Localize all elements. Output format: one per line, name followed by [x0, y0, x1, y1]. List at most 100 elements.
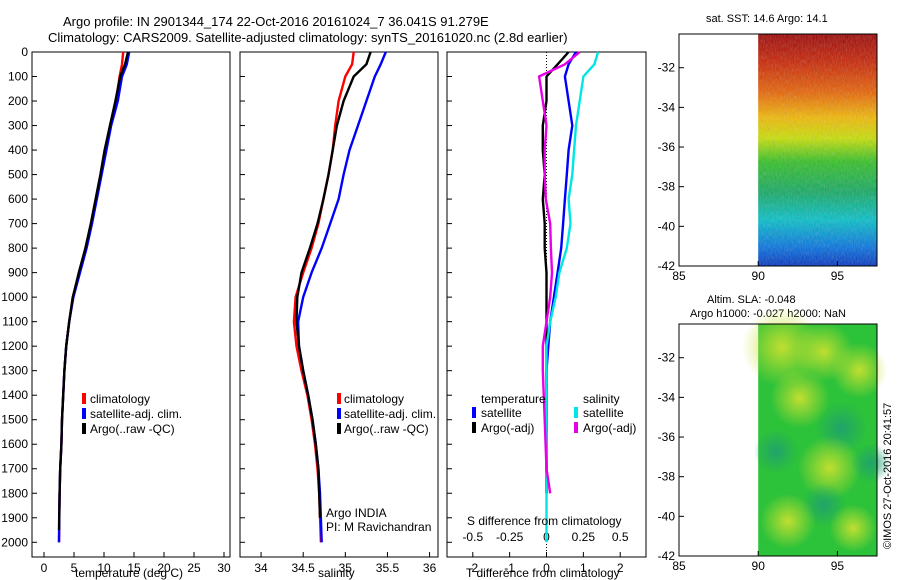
x-tick-label-top: 0.5	[612, 530, 629, 544]
legend-label-t-satellite: satellite	[481, 406, 522, 420]
x-tick-label-top: -0.5	[462, 530, 483, 544]
legend-swatch-s-argo	[574, 422, 578, 433]
x-tick-label: 0	[543, 561, 550, 575]
map-x-tick-label: 85	[672, 559, 686, 573]
x-tick-label: 36	[423, 561, 437, 575]
map-y-tick-label: -40	[658, 509, 676, 523]
y-tick-label: 100	[8, 70, 28, 84]
sla-anomaly-blobs	[741, 307, 892, 553]
sla-blob	[797, 435, 862, 500]
salinity-legend: climatology satellite-adj. clim. Argo(..…	[337, 392, 436, 436]
legend-label-climatology: climatology	[344, 392, 404, 406]
y-tick-label: 0	[21, 45, 28, 59]
s-difference-axis-ticks: -0.5 -0.25 0 0.25 0.5	[462, 530, 628, 544]
legend-label-satellite: satellite-adj. clim.	[90, 407, 182, 421]
x-tick-label: 34	[254, 561, 268, 575]
x-tick-label: 35.5	[376, 561, 400, 575]
map-y-tick-label: -34	[658, 390, 676, 404]
sst-texture	[758, 34, 877, 266]
map-x-tick-label: 85	[672, 269, 686, 283]
x-tick-label: 20	[157, 561, 171, 575]
x-tick-label: 1	[580, 561, 587, 575]
y-tick-label: 200	[8, 94, 28, 108]
series-line-satellite	[296, 51, 387, 543]
x-tick-label: 10	[97, 561, 111, 575]
x-tick-label: -2	[467, 561, 478, 575]
t-difference-x-label: T difference from climatology	[466, 566, 620, 580]
series-line-salinity_satellite	[545, 51, 600, 543]
y-tick-label: 800	[8, 241, 28, 255]
x-tick-label: 25	[187, 561, 201, 575]
sst-map-ticks: -42 -40 -38 -36 -34 -32 85 90 95	[658, 61, 845, 283]
legend-swatch-t-satellite	[472, 407, 476, 418]
legend-label-t-argo: Argo(-adj)	[481, 421, 534, 435]
y-tick-label: 300	[8, 119, 28, 133]
y-tick-label: 1000	[1, 290, 28, 304]
y-tick-label: 1200	[1, 339, 28, 353]
legend-label-satellite: satellite-adj. clim.	[344, 407, 436, 421]
map-y-tick-label: -32	[658, 351, 676, 365]
legend-title-salinity: salinity	[583, 392, 620, 406]
salinity-axis-ticks: 34 34.5 35 35.5 36	[254, 552, 437, 575]
y-tick-label: 400	[8, 143, 28, 157]
sla-blob	[754, 429, 799, 474]
sla-blob	[851, 443, 892, 484]
legend-label-argo: Argo(..raw -QC)	[90, 422, 175, 436]
difference-legend: temperature salinity satellite Argo(-adj…	[472, 392, 636, 435]
sla-blob	[769, 368, 830, 429]
map-y-tick-label: -32	[658, 61, 676, 75]
difference-panel: -2 -1 0 1 2 -0.5 -0.25 0 0.25 0.5 S difference f…	[446, 51, 647, 580]
x-tick-label: 2	[617, 561, 624, 575]
y-tick-label: 1300	[1, 364, 28, 378]
series-line-argo	[57, 51, 130, 531]
x-tick-label: 15	[127, 561, 141, 575]
legend-swatch-climatology	[337, 393, 341, 404]
x-tick-label: 5	[71, 561, 78, 575]
sla-map-ticks: -42 -40 -38 -36 -34 -32 85 90 95	[658, 351, 845, 573]
y-tick-label: 1700	[1, 462, 28, 476]
map-y-tick-label: -38	[658, 470, 676, 484]
y-tick-label: 900	[8, 266, 28, 280]
temperature-legend: climatology satellite-adj. clim. Argo(..…	[82, 392, 182, 436]
y-tick-label: 1500	[1, 413, 28, 427]
y-tick-label: 1800	[1, 486, 28, 500]
x-tick-label: 35	[339, 561, 353, 575]
y-tick-label: 1600	[1, 437, 28, 451]
legend-title-temperature: temperature	[481, 392, 546, 406]
map-x-tick-label: 95	[831, 269, 845, 283]
legend-label-argo: Argo(..raw -QC)	[344, 422, 429, 436]
temperature-x-label: temperature (deg C)	[75, 566, 183, 580]
series-line-climatology	[57, 51, 125, 543]
map-y-tick-label: -36	[658, 140, 676, 154]
map-y-tick-label: -34	[658, 100, 676, 114]
legend-label-s-argo: Argo(-adj)	[583, 421, 636, 435]
sla-map-panel: Altim. SLA: -0.048 Argo h1000: -0.027 h2…	[658, 294, 892, 573]
series-line-salinity_argo	[537, 51, 581, 494]
sla-blob	[829, 504, 878, 553]
map-x-tick-label: 90	[752, 559, 766, 573]
series-line-argo	[295, 51, 372, 518]
t-difference-axis-ticks: -2 -1 0 1 2	[467, 552, 624, 575]
sla-blob	[831, 342, 888, 399]
legend-label-s-satellite: satellite	[583, 406, 624, 420]
salinity-series	[292, 51, 387, 543]
map-x-tick-label: 95	[831, 559, 845, 573]
map-y-tick-label: -36	[658, 430, 676, 444]
depth-axis-ticks: 0 100 200 300 400 500 600 700 800 900 1000 1100 1200…	[1, 45, 452, 549]
annotation-argo-india: Argo INDIA	[326, 506, 387, 520]
map-y-tick-label: -40	[658, 219, 676, 233]
x-tick-label: 0	[41, 561, 48, 575]
legend-label-climatology: climatology	[90, 392, 150, 406]
y-tick-label: 1900	[1, 511, 28, 525]
y-tick-label: 600	[8, 192, 28, 206]
sst-map-title: sat. SST: 14.6 Argo: 14.1	[706, 13, 828, 25]
map-y-tick-label: -38	[658, 180, 676, 194]
y-tick-label: 2000	[1, 535, 28, 549]
title-line-1: Argo profile: IN 2901344_174 22-Oct-2016…	[63, 14, 489, 29]
y-tick-label: 1400	[1, 388, 28, 402]
legend-swatch-satellite	[82, 408, 86, 419]
map-y-tick-label: -42	[658, 549, 676, 563]
legend-swatch-satellite	[337, 408, 341, 419]
temperature-axes-frame	[31, 51, 231, 558]
